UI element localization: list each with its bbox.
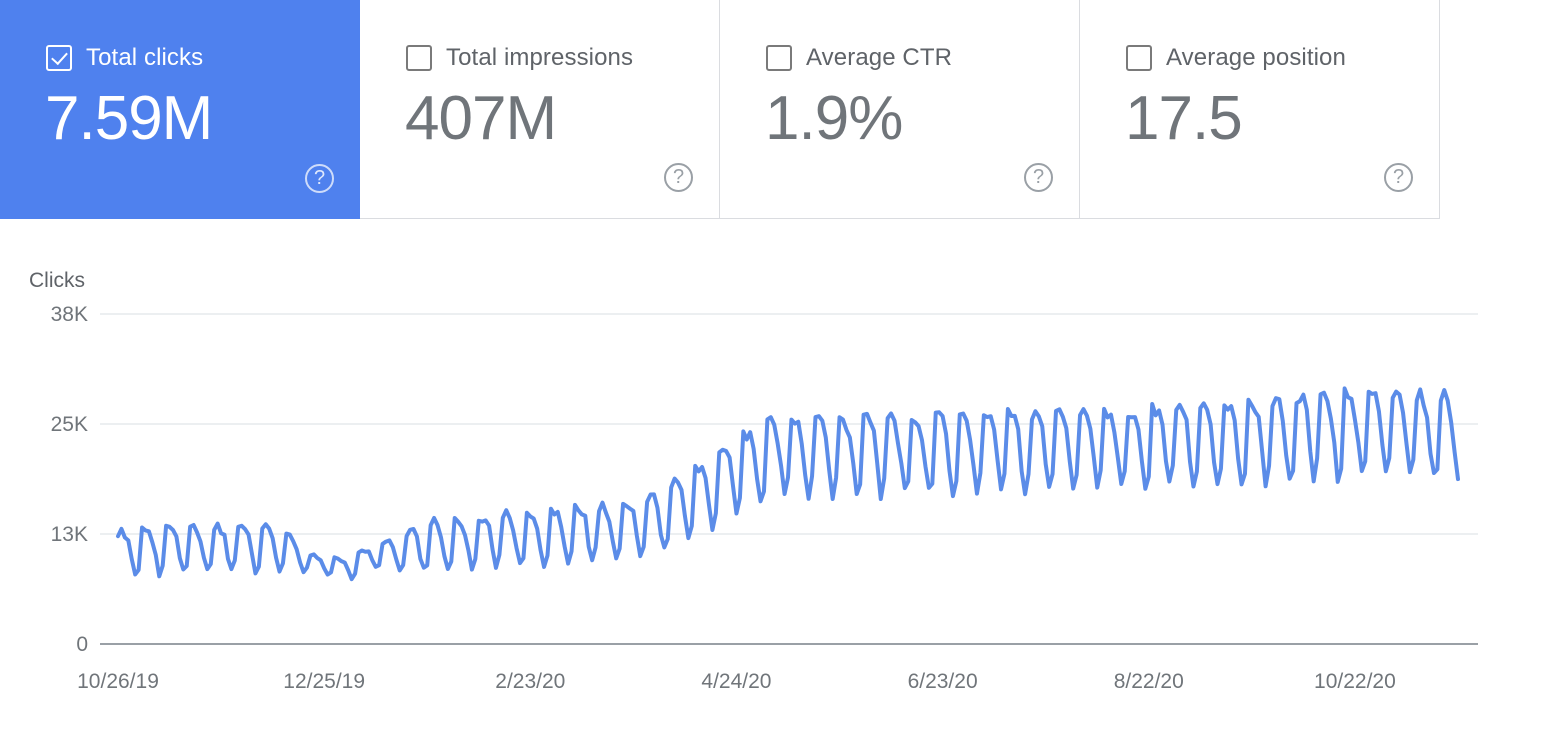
metric-label: Total impressions — [446, 44, 634, 71]
gridlines — [100, 313, 1478, 645]
svg-text:13K: 13K — [51, 523, 88, 546]
svg-text:10/26/19: 10/26/19 — [77, 670, 159, 693]
svg-text:8/22/20: 8/22/20 — [1114, 670, 1184, 693]
metric-card-total-clicks[interactable]: Total clicks 7.59M ? — [0, 0, 360, 219]
clicks-chart: Clicks 38K 25K 13K 0 10/26/19 12/25/19 2/23/2… — [0, 219, 1550, 750]
svg-text:2/23/20: 2/23/20 — [495, 670, 565, 693]
metric-cards: Total clicks 7.59M ? Total impressions 4… — [0, 0, 1440, 219]
metric-card-header: Total impressions — [406, 44, 633, 72]
svg-text:4/24/20: 4/24/20 — [701, 670, 771, 693]
metric-card-header: Average position — [1126, 44, 1346, 72]
checkbox-average-ctr[interactable] — [766, 45, 792, 71]
help-icon[interactable]: ? — [305, 164, 334, 193]
chart-canvas[interactable]: 38K 25K 13K 0 10/26/19 12/25/19 2/23/20 4/24/2… — [0, 219, 1550, 750]
svg-text:6/23/20: 6/23/20 — [908, 670, 978, 693]
checkbox-average-position[interactable] — [1126, 45, 1152, 71]
checkbox-total-impressions[interactable] — [406, 45, 432, 71]
metric-card-total-impressions[interactable]: Total impressions 407M ? — [360, 0, 720, 219]
metric-value: 7.59M — [45, 84, 213, 153]
y-axis-labels: 38K 25K 13K 0 — [51, 303, 88, 656]
metric-label: Total clicks — [86, 44, 204, 71]
svg-text:38K: 38K — [51, 303, 88, 326]
help-icon[interactable]: ? — [664, 163, 693, 192]
metric-card-header: Average CTR — [766, 44, 952, 72]
metric-label: Average CTR — [806, 44, 953, 71]
help-icon[interactable]: ? — [1384, 163, 1413, 192]
y-axis-title: Clicks — [29, 269, 85, 292]
metric-card-average-ctr[interactable]: Average CTR 1.9% ? — [720, 0, 1080, 219]
metric-value: 407M — [405, 84, 557, 153]
metric-label: Average position — [1166, 44, 1346, 71]
metric-value: 1.9% — [765, 84, 903, 153]
svg-text:10/22/20: 10/22/20 — [1314, 670, 1396, 693]
metric-card-average-position[interactable]: Average position 17.5 ? — [1080, 0, 1440, 219]
svg-text:25K: 25K — [51, 413, 88, 436]
checkbox-total-clicks[interactable] — [46, 45, 72, 71]
help-icon[interactable]: ? — [1024, 163, 1053, 192]
x-axis-labels: 10/26/19 12/25/19 2/23/20 4/24/20 6/23/20 8/2… — [77, 670, 1396, 693]
svg-text:0: 0 — [76, 633, 88, 656]
metric-card-header: Total clicks — [46, 44, 203, 72]
clicks-line — [116, 386, 1460, 582]
svg-text:12/25/19: 12/25/19 — [283, 670, 365, 693]
metric-value: 17.5 — [1125, 84, 1243, 153]
